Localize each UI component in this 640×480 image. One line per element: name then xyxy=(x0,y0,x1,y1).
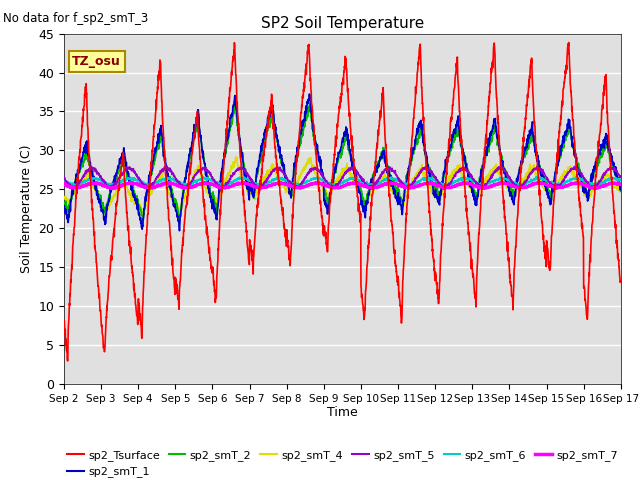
Text: TZ_osu: TZ_osu xyxy=(72,55,121,68)
X-axis label: Time: Time xyxy=(327,407,358,420)
Text: No data for f_sp2_smT_3: No data for f_sp2_smT_3 xyxy=(3,12,148,25)
Title: SP2 Soil Temperature: SP2 Soil Temperature xyxy=(260,16,424,31)
Legend: sp2_Tsurface, sp2_smT_1, sp2_smT_2, sp2_smT_4, sp2_smT_5, sp2_smT_6, sp2_smT_7: sp2_Tsurface, sp2_smT_1, sp2_smT_2, sp2_… xyxy=(63,445,622,480)
Y-axis label: Soil Temperature (C): Soil Temperature (C) xyxy=(20,144,33,273)
